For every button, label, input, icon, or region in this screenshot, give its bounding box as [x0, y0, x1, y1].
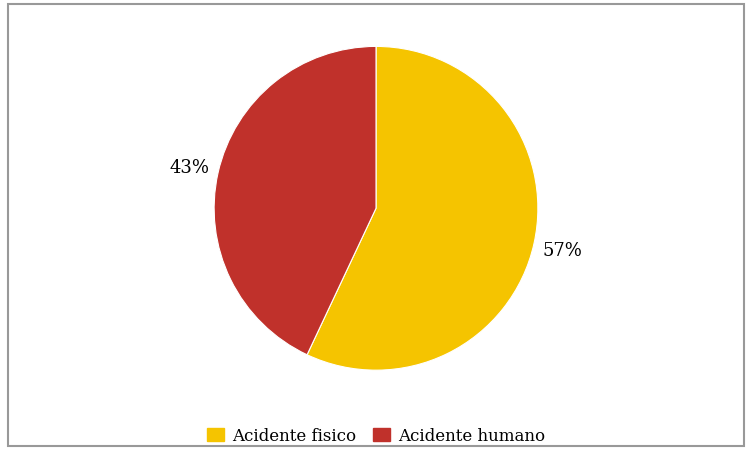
Wedge shape	[214, 47, 376, 355]
Wedge shape	[307, 47, 538, 370]
Text: 43%: 43%	[170, 158, 210, 176]
Legend: Acidente fisico, Acidente humano: Acidente fisico, Acidente humano	[200, 421, 552, 451]
Text: 57%: 57%	[542, 241, 582, 259]
